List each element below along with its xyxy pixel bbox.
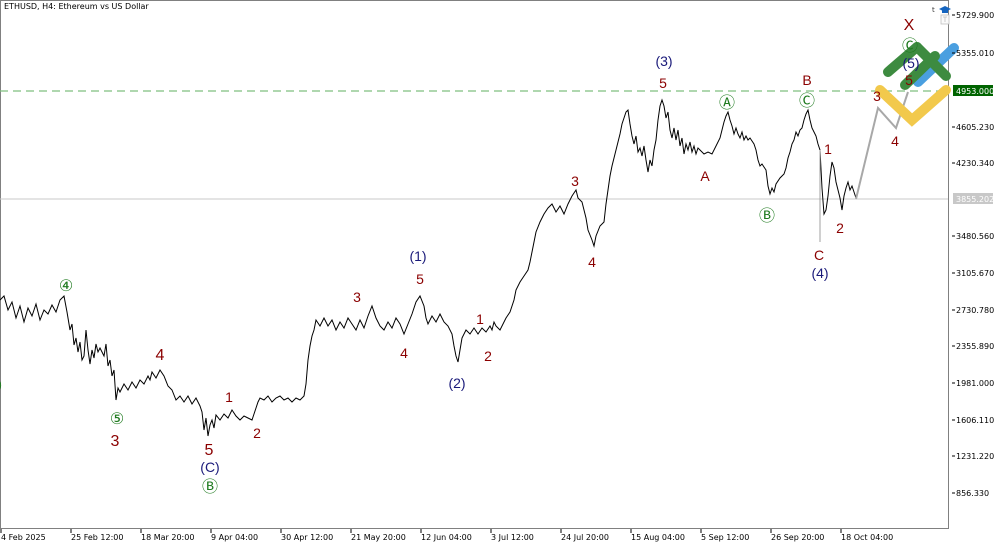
chart-title: ETHUSD, H4: Ethereum vs US Dollar (4, 2, 149, 11)
y-tick: 1981.000 (956, 379, 994, 388)
current-price-label: 3855.202 (956, 195, 994, 204)
x-axis: 4 Feb 2025 25 Feb 12:00 18 Mar 20:00 9 A… (0, 529, 893, 542)
wave-label-2: 2 (484, 348, 492, 364)
wave-label-2: 2 (836, 220, 844, 236)
x-tick: 4 Feb 2025 (1, 533, 46, 542)
x-tick: 21 May 20:00 (351, 533, 406, 542)
y-axis: 5729.900 5355.010 4605.230 4230.340 3480… (952, 11, 994, 498)
level-price-label: 4953.000 (956, 87, 994, 96)
wave-label-circle-4: ④ (59, 278, 73, 295)
x-tick: 12 Jun 04:00 (421, 533, 472, 542)
x-tick: 3 Jul 12:00 (491, 533, 534, 542)
wave-label-C: C (814, 247, 824, 263)
wave-label-4: 4 (400, 345, 408, 361)
broker-logo-icon (875, 42, 959, 127)
level-price-tag (953, 85, 993, 96)
wave-label-A: A (700, 168, 710, 184)
academy-icon[interactable] (938, 5, 952, 25)
current-price-tag (953, 193, 993, 204)
y-tick: 4230.340 (956, 159, 994, 168)
wave-label-4: 4 (156, 347, 165, 364)
wave-label-circle-B: Ⓑ (759, 207, 775, 225)
x-tick: 24 Jul 20:00 (561, 533, 609, 542)
x-tick: 18 Oct 04:00 (841, 533, 893, 542)
y-tick: 1231.220 (956, 452, 994, 461)
wave-label-2-intermediate: (2) (448, 375, 465, 391)
wave-label-4-intermediate: (4) (811, 265, 828, 281)
wave-label-5: 5 (205, 442, 214, 459)
wave-label-circle-5: ⑤ (110, 411, 124, 428)
y-tick: 856.330 (956, 489, 989, 498)
wave-label-circle-C: Ⓒ (799, 92, 815, 110)
y-tick: 5729.900 (956, 11, 994, 20)
y-tick: 5355.010 (956, 49, 994, 58)
y-tick: 2730.780 (956, 306, 994, 315)
wave-label-1-intermediate: (1) (409, 248, 426, 264)
y-tick: 4605.230 (956, 123, 994, 132)
x-tick: 18 Mar 20:00 (141, 533, 194, 542)
wave-label-5: 5 (905, 72, 913, 88)
x-tick: 30 Apr 12:00 (281, 533, 333, 542)
wave-label-4: 4 (891, 133, 899, 149)
x-tick: 9 Apr 04:00 (211, 533, 258, 542)
wave-label-2: 2 (253, 425, 261, 441)
wave-label-3-intermediate: (3) (655, 53, 672, 69)
wave-label-X: X (904, 17, 915, 34)
wave-label-circle-C: Ⓒ (902, 37, 918, 55)
wave-label-1: 1 (824, 141, 832, 157)
x-tick: 5 Sep 12:00 (701, 533, 749, 542)
wave-label-3: 3 (571, 173, 579, 189)
wave-label-1: 1 (225, 389, 233, 405)
x-tick: 25 Feb 12:00 (71, 533, 123, 542)
y-tick: 2355.890 (956, 342, 994, 351)
wave-label-3: 3 (353, 289, 361, 305)
wave-label-5-intermediate: (5) (902, 55, 919, 71)
wave-label-3: 3 (111, 433, 120, 450)
x-tick: 26 Sep 20:00 (771, 533, 824, 542)
y-tick: 3480.560 (956, 232, 994, 241)
wave-label-partial: ) (0, 379, 2, 391)
wave-label-4: 4 (588, 254, 596, 270)
trade-icon[interactable]: t (932, 6, 935, 14)
wave-label-C-primary: (C) (200, 459, 219, 475)
chart-frame (0, 0, 949, 529)
y-tick: 3105.670 (956, 269, 994, 278)
wave-label-circle-B: Ⓑ (202, 478, 218, 496)
x-tick: 15 Aug 04:00 (631, 533, 685, 542)
price-series (0, 98, 857, 437)
toolbar-icons: t (932, 5, 952, 25)
wave-label-3: 3 (873, 88, 881, 104)
wave-label-5: 5 (659, 75, 667, 91)
wave-label-5: 5 (416, 271, 424, 287)
wave-label-circle-A: Ⓐ (719, 94, 735, 112)
wave-label-B: B (802, 72, 811, 88)
wave-label-1: 1 (476, 311, 484, 327)
y-tick: 1606.110 (956, 416, 994, 425)
